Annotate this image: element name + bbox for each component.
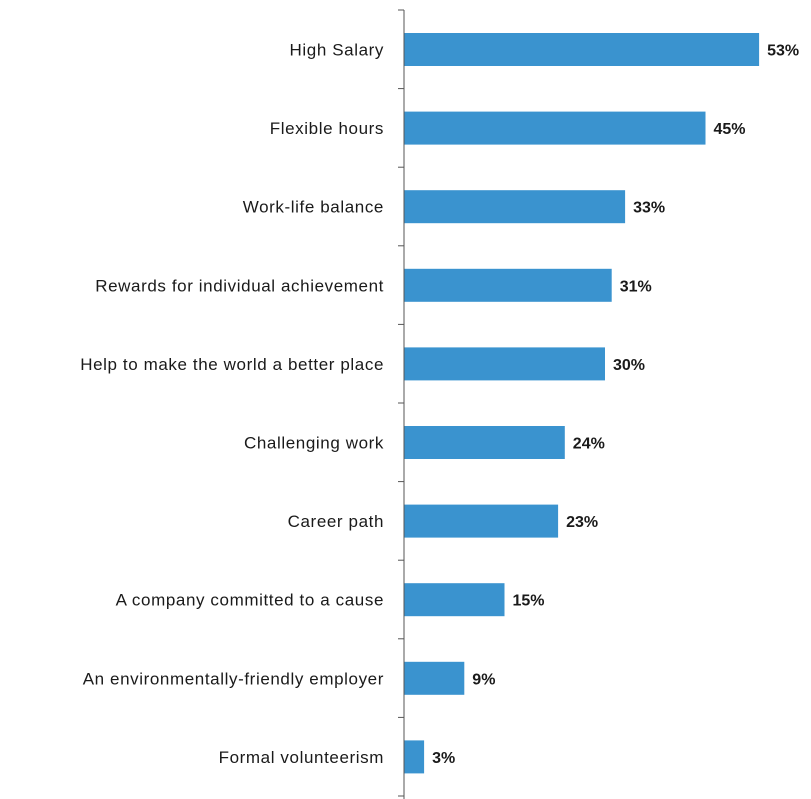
bar (404, 111, 706, 145)
value-label: 24% (573, 436, 605, 453)
category-label: Help to make the world a better place (80, 355, 384, 374)
bars (404, 33, 760, 774)
value-label: 33% (633, 200, 665, 217)
category-label: High Salary (290, 41, 384, 60)
bar (404, 268, 612, 302)
category-label: Career path (288, 512, 384, 531)
category-label: Rewards for individual achievement (95, 276, 384, 295)
value-label: 9% (472, 671, 495, 688)
category-label: A company committed to a cause (116, 591, 384, 610)
value-labels: 53% 45% 33% 31% 30% 24% 23% 15% 9% 3% (432, 43, 799, 767)
bar (404, 33, 760, 66)
bar (404, 583, 505, 617)
category-label: An environmentally-friendly employer (83, 669, 384, 688)
category-labels: High Salary Flexible hours Work-life balan… (80, 41, 384, 767)
value-label: 31% (620, 278, 652, 295)
value-label: 23% (566, 514, 598, 531)
bar (404, 190, 626, 224)
category-label: Work-life balance (243, 198, 384, 217)
bar (404, 426, 565, 459)
bar (404, 661, 465, 695)
value-label: 53% (767, 43, 799, 60)
bar (404, 740, 425, 774)
category-axis (398, 9, 405, 799)
bar (404, 347, 605, 381)
value-label: 3% (432, 750, 455, 767)
bar (404, 504, 559, 538)
axis-ticks (398, 9, 404, 797)
value-label: 15% (513, 593, 545, 610)
category-label: Formal volunteerism (219, 748, 384, 767)
category-label: Flexible hours (270, 119, 384, 138)
category-label: Challenging work (244, 434, 384, 453)
value-label: 30% (613, 357, 645, 374)
value-label: 45% (714, 121, 746, 138)
